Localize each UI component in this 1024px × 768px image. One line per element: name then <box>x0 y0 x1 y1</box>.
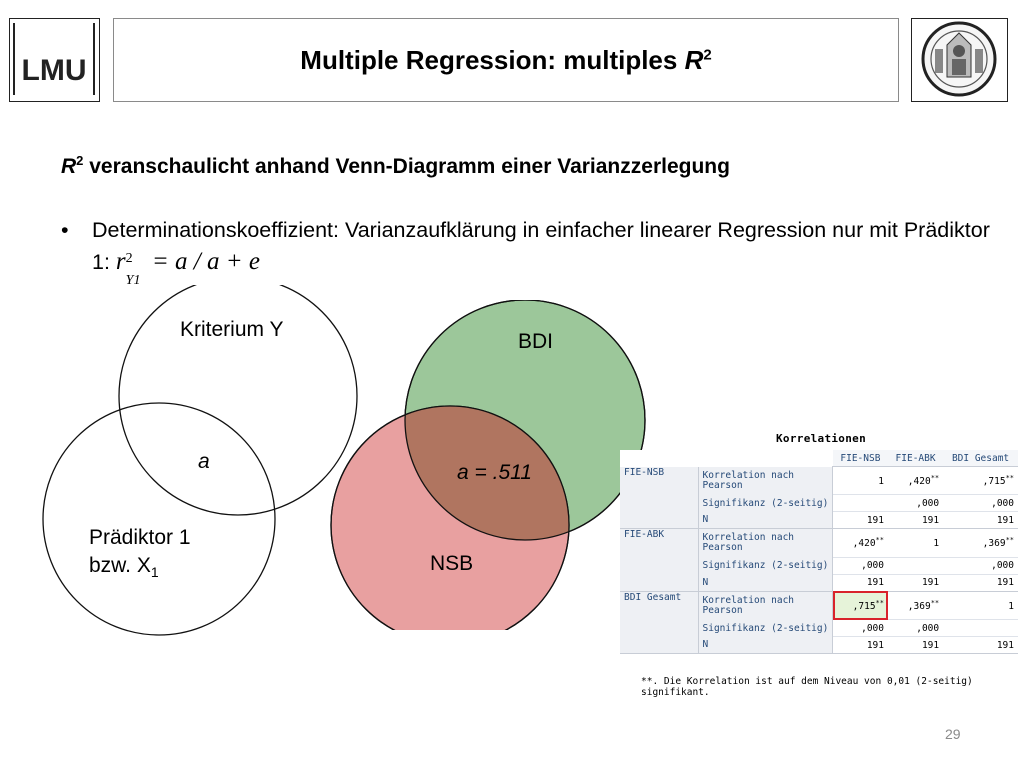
bullet-text: Determinationskoeffizient: Varianzaufklä… <box>92 218 990 288</box>
stat-label: N <box>698 511 834 529</box>
table-cell <box>943 619 1018 637</box>
overlap-a-label: a <box>198 450 210 473</box>
table-cell: ,000 <box>832 619 888 637</box>
table-cell: ,369** <box>943 528 1018 558</box>
column-header: FIE-ABK <box>887 450 944 467</box>
predictor-label: Prädiktor 1 bzw. X1 <box>89 526 191 581</box>
table-cell: ,715** <box>943 466 1018 495</box>
column-header: BDI Gesamt <box>943 450 1018 467</box>
table-row: Signifikanz (2-seitig) ,000 ,000 <box>620 494 1018 512</box>
correlation-table-container: Korrelationen FIE-NSB FIE-ABK BDI Gesamt… <box>620 432 1022 654</box>
university-seal <box>911 18 1008 102</box>
table-cell: 191 <box>887 636 944 654</box>
table-row: Signifikanz (2-seitig) ,000 ,000 <box>620 619 1018 637</box>
table-row: N 191 191 191 <box>620 574 1018 592</box>
column-header: FIE-NSB <box>832 450 888 467</box>
table-row: Signifikanz (2-seitig) ,000 ,000 <box>620 557 1018 575</box>
formula: r 2 Y1 = a / a + e <box>115 248 260 288</box>
table-row: FIE-NSB Korrelation nach Pearson 1 ,420*… <box>620 466 1018 529</box>
highlighted-cell: ,715** <box>832 591 888 620</box>
bdi-label: BDI <box>518 330 554 353</box>
venn-left-diagram <box>42 285 358 636</box>
table-cell: 191 <box>832 511 888 529</box>
table-cell: 191 <box>887 574 944 592</box>
table-cell: ,420** <box>832 528 888 558</box>
stat-label: Korrelation nach Pearson <box>698 528 834 557</box>
nsb-label: NSB <box>430 552 474 575</box>
table-row: FIE-ABK Korrelation nach Pearson ,420** … <box>620 528 1018 592</box>
stat-label: Signifikanz (2-seitig) <box>698 494 834 512</box>
table-cell: 191 <box>832 574 888 592</box>
table-cell: ,000 <box>887 619 944 637</box>
stat-label: Korrelation nach Pearson <box>698 466 834 495</box>
seal-icon <box>921 21 997 97</box>
table-cell: 191 <box>943 636 1018 654</box>
table-footnote: **. Die Korrelation ist auf dem Niveau v… <box>641 676 973 698</box>
svg-text:LMU: LMU <box>22 54 87 87</box>
stat-label: N <box>698 574 834 592</box>
table-cell: 1 <box>832 466 888 495</box>
row-group-label: FIE-NSB <box>620 466 699 529</box>
stat-label: N <box>698 636 834 654</box>
row-group-label: BDI Gesamt <box>620 591 699 654</box>
table-cell: 1 <box>887 528 944 558</box>
table-cell: ,000 <box>887 494 944 512</box>
table-header-row: FIE-NSB FIE-ABK BDI Gesamt <box>620 450 1018 467</box>
table-cell: 191 <box>832 636 888 654</box>
table-cell: ,000 <box>943 557 1018 575</box>
table-cell: 191 <box>943 511 1018 529</box>
page-title: Multiple Regression: multiples R2 <box>300 44 712 75</box>
table-row: N 191 191 191 <box>620 636 1018 654</box>
table-cell: 1 <box>943 591 1018 620</box>
stat-label: Signifikanz (2-seitig) <box>698 619 834 637</box>
section-heading: R2 veranschaulicht anhand Venn-Diagramm … <box>61 153 730 178</box>
table-row: N 191 191 191 <box>620 511 1018 529</box>
table-cell <box>887 557 944 575</box>
predictor-circle <box>42 402 276 636</box>
stat-label: Korrelation nach Pearson <box>698 591 834 620</box>
table-cell <box>832 494 888 512</box>
overlap-value-label: a = .511 <box>457 461 532 484</box>
page-number: 29 <box>945 726 961 742</box>
table-cell: ,369** <box>887 591 944 620</box>
lmu-logo-icon: LMU <box>13 23 95 95</box>
table-cell: ,420** <box>887 466 944 495</box>
venn-right-diagram <box>330 300 646 630</box>
title-box: Multiple Regression: multiples R2 <box>113 18 899 102</box>
header-blank <box>698 450 833 467</box>
correlation-table: FIE-NSB FIE-ABK BDI Gesamt FIE-NSB Korre… <box>620 450 1018 654</box>
table-cell: ,000 <box>943 494 1018 512</box>
table-row: BDI Gesamt Korrelation nach Pearson ,715… <box>620 591 1018 654</box>
table-cell: 191 <box>887 511 944 529</box>
table-cell: ,000 <box>832 557 888 575</box>
bullet-icon: • <box>61 218 69 242</box>
header-blank <box>620 450 698 467</box>
criterion-label: Kriterium Y <box>180 318 284 341</box>
stat-label: Signifikanz (2-seitig) <box>698 557 834 574</box>
table-title: Korrelationen <box>776 432 866 445</box>
lmu-logo: LMU <box>9 18 100 102</box>
row-group-label: FIE-ABK <box>620 528 699 592</box>
table-cell: 191 <box>943 574 1018 592</box>
criterion-circle <box>118 285 358 516</box>
